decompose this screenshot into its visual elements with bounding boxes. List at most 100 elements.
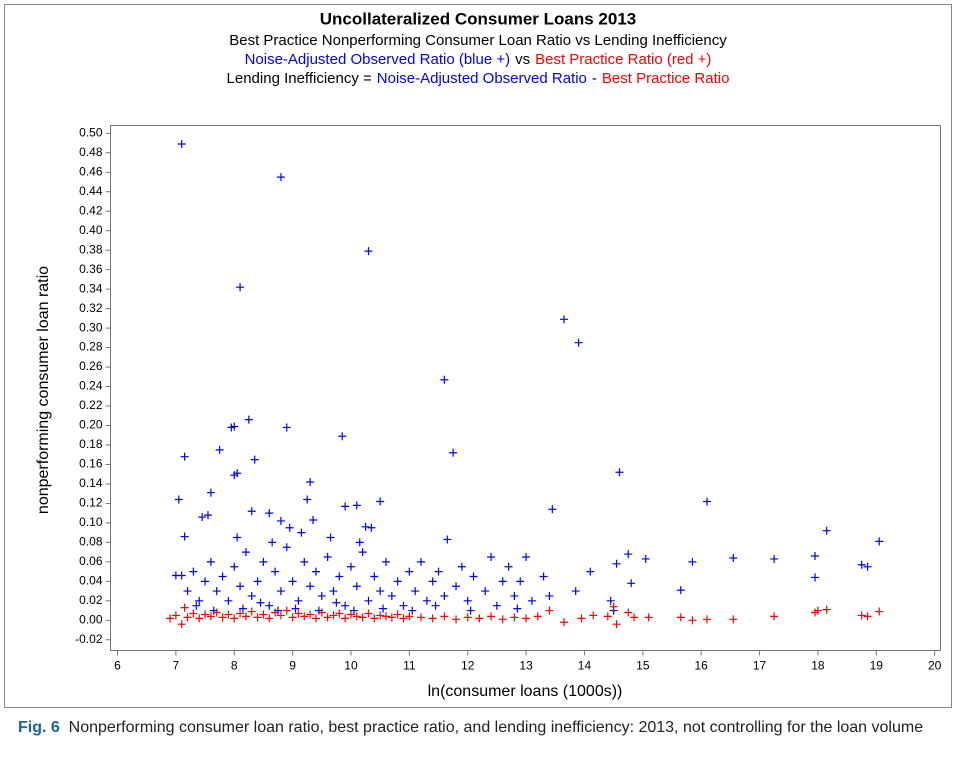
subtitle-segment: - xyxy=(592,70,597,87)
point xyxy=(498,615,507,624)
point xyxy=(574,338,583,347)
point xyxy=(288,613,297,622)
point xyxy=(364,596,373,605)
point xyxy=(276,587,285,596)
point xyxy=(256,598,265,607)
point xyxy=(513,604,522,613)
x-tick-label: 13 xyxy=(519,659,533,673)
point xyxy=(309,515,318,524)
subtitle-segment: vs xyxy=(515,51,530,68)
x-tick-label: 15 xyxy=(636,659,650,673)
point xyxy=(822,526,831,535)
point xyxy=(358,548,367,557)
point xyxy=(370,614,379,623)
y-tick-label: 0.16 xyxy=(79,457,103,471)
point xyxy=(352,612,361,621)
point xyxy=(323,552,332,561)
point xyxy=(428,614,437,623)
point xyxy=(399,601,408,610)
point xyxy=(367,523,376,532)
point xyxy=(288,577,297,586)
y-tick-label: 0.10 xyxy=(79,515,103,529)
point xyxy=(276,173,285,182)
point xyxy=(688,557,697,566)
point xyxy=(571,587,580,596)
point xyxy=(201,577,210,586)
y-tick-label: 0.42 xyxy=(79,203,103,217)
point xyxy=(510,591,519,600)
point xyxy=(875,607,884,616)
x-tick-label: 20 xyxy=(928,659,942,673)
point xyxy=(297,528,306,537)
point xyxy=(370,572,379,581)
point xyxy=(452,615,461,624)
point xyxy=(311,614,320,623)
point xyxy=(577,614,586,623)
point xyxy=(624,608,633,617)
point xyxy=(198,513,207,522)
point xyxy=(589,611,598,620)
point xyxy=(469,572,478,581)
point xyxy=(346,610,355,619)
point xyxy=(770,554,779,563)
point xyxy=(236,609,245,618)
point xyxy=(452,582,461,591)
point xyxy=(431,601,440,610)
point xyxy=(294,596,303,605)
point xyxy=(729,615,738,624)
point xyxy=(306,477,315,486)
point xyxy=(236,283,245,292)
point xyxy=(457,562,466,571)
point xyxy=(376,611,385,620)
point xyxy=(417,557,426,566)
point xyxy=(346,562,355,571)
point xyxy=(545,591,554,600)
point xyxy=(411,587,420,596)
point xyxy=(247,507,256,516)
point xyxy=(475,614,484,623)
point xyxy=(466,606,475,615)
point xyxy=(770,612,779,621)
y-tick-label: 0.24 xyxy=(79,379,103,393)
point xyxy=(259,557,268,566)
point xyxy=(177,140,186,149)
point xyxy=(387,613,396,622)
y-tick-label: 0.40 xyxy=(79,223,103,237)
point xyxy=(863,562,872,571)
point xyxy=(212,608,221,617)
point xyxy=(387,591,396,600)
y-axis-label: nonperforming consumer loan ratio xyxy=(35,266,52,514)
y-tick-label: 0.06 xyxy=(79,554,103,568)
x-tick-label: 14 xyxy=(578,659,592,673)
point xyxy=(177,620,186,629)
point xyxy=(516,577,525,586)
x-tick-label: 12 xyxy=(461,659,475,673)
point xyxy=(271,608,280,617)
point xyxy=(215,445,224,454)
point xyxy=(440,612,449,621)
point xyxy=(609,602,618,611)
x-axis-label: ln(consumer loans (1000s)) xyxy=(428,683,623,700)
subtitle-segment: Best Practice Ratio (red +) xyxy=(535,51,711,68)
point xyxy=(355,538,364,547)
point xyxy=(206,557,215,566)
point xyxy=(268,538,277,547)
x-tick-label: 19 xyxy=(870,659,884,673)
point xyxy=(364,247,373,256)
point xyxy=(560,315,569,324)
point xyxy=(291,604,300,613)
point xyxy=(875,537,884,546)
point xyxy=(282,606,291,615)
point xyxy=(615,468,624,477)
x-tick-label: 10 xyxy=(344,659,358,673)
point xyxy=(201,610,210,619)
point xyxy=(586,567,595,576)
point xyxy=(241,548,250,557)
point xyxy=(612,559,621,568)
point xyxy=(624,550,633,559)
point xyxy=(218,572,227,581)
point xyxy=(381,557,390,566)
point xyxy=(253,613,262,622)
point xyxy=(303,495,312,504)
y-tick-label: -0.02 xyxy=(75,632,103,646)
